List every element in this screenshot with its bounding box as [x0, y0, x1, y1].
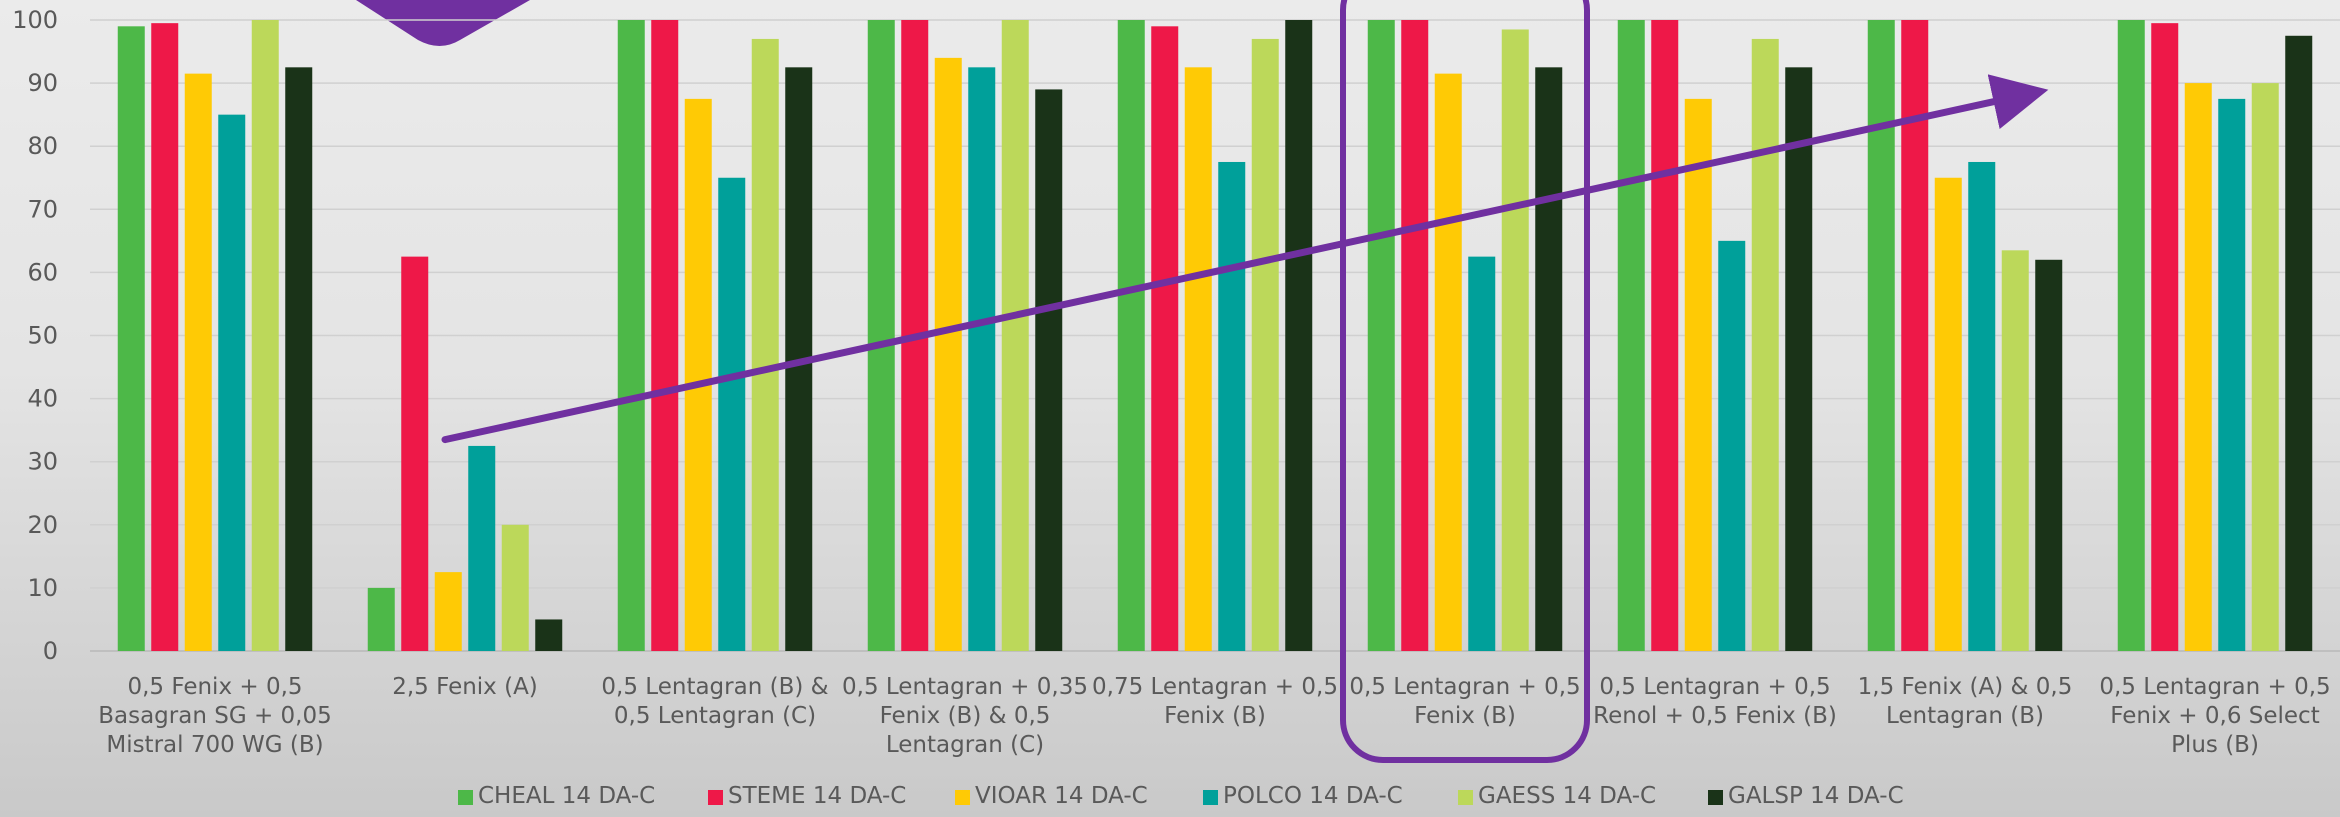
legend-label: GAESS 14 DA-C	[1478, 783, 1656, 809]
bar	[151, 23, 179, 651]
bar	[2117, 20, 2145, 651]
bar	[1001, 20, 1029, 651]
bar	[1934, 177, 1962, 651]
bar	[934, 57, 962, 652]
bar	[1401, 20, 1429, 651]
bar	[751, 38, 779, 652]
bar	[617, 20, 645, 651]
bar	[218, 114, 246, 651]
x-category-label: 0,5 Lentagran + 0,5 Fenix + 0,6 Select Plu…	[2099, 674, 2330, 758]
bar	[401, 256, 429, 651]
bar	[2151, 23, 2179, 651]
bar	[1785, 67, 1813, 651]
bar	[2285, 35, 2313, 651]
bar	[1867, 20, 1895, 651]
bar	[1434, 73, 1462, 651]
legend-label: GALSP 14 DA-C	[1728, 783, 1904, 809]
bar	[2184, 83, 2212, 652]
bar	[117, 26, 145, 652]
x-category-label: 0,5 Lentagran + 0,5 Fenix (B)	[1349, 674, 1580, 729]
legend-label: CHEAL 14 DA-C	[478, 783, 655, 809]
y-tick-label: 20	[27, 511, 58, 539]
bar	[718, 177, 746, 651]
legend-swatch	[708, 790, 723, 805]
y-tick-label: 30	[27, 448, 58, 476]
bar	[501, 524, 529, 651]
y-tick-label: 60	[27, 258, 58, 286]
bar	[1468, 256, 1496, 651]
x-category-label: 1,5 Fenix (A) & 0,5 Lentagran (B)	[1858, 674, 2073, 729]
bar	[1617, 20, 1645, 651]
y-tick-label: 70	[27, 195, 58, 223]
legend-swatch	[1708, 790, 1723, 805]
bar	[2218, 98, 2246, 651]
bar	[2251, 83, 2279, 652]
y-tick-label: 90	[27, 69, 58, 97]
y-tick-label: 40	[27, 385, 58, 413]
legend-label: VIOAR 14 DA-C	[975, 783, 1148, 809]
legend-swatch	[955, 790, 970, 805]
bar	[968, 67, 996, 651]
bar	[367, 587, 395, 651]
legend-swatch	[458, 790, 473, 805]
y-tick-label: 10	[27, 574, 58, 602]
bar	[684, 98, 712, 651]
legend-swatch	[1458, 790, 1473, 805]
x-category-label: 0,5 Lentagran (B) & 0,5 Lentagran (C)	[601, 674, 828, 729]
bar	[1184, 67, 1212, 651]
x-category-label: 0,5 Lentagran + 0,5 Renol + 0,5 Fenix (B)	[1593, 674, 1837, 729]
x-category-label: 0,5 Lentagran + 0,35 Fenix (B) & 0,5 Lenta…	[842, 674, 1088, 758]
bar	[2001, 250, 2029, 651]
bar	[285, 67, 313, 651]
bar	[1285, 20, 1313, 651]
bar	[867, 20, 895, 651]
bar	[1151, 26, 1179, 652]
bar	[251, 20, 279, 651]
bar	[1251, 38, 1279, 652]
bar	[1901, 20, 1929, 651]
bar	[1035, 89, 1063, 651]
bar	[1501, 29, 1529, 651]
y-tick-label: 0	[43, 637, 58, 665]
highlight-box	[1340, 0, 1590, 763]
bar	[1718, 240, 1746, 651]
bar	[1651, 20, 1679, 651]
bar	[1218, 161, 1246, 651]
trend-arrow	[441, 74, 2049, 444]
legend-swatch	[1203, 790, 1218, 805]
y-tick-label: 50	[27, 322, 58, 350]
y-tick-label: 100	[12, 6, 58, 34]
x-category-label: 0,5 Fenix + 0,5 Basagran SG + 0,05 Mistral…	[98, 674, 332, 758]
bar	[535, 619, 563, 651]
bar	[434, 572, 462, 651]
bar	[2035, 259, 2063, 651]
x-category-label: 0,75 Lentagran + 0,5 Fenix (B)	[1092, 674, 1338, 729]
x-category-label: 2,5 Fenix (A)	[392, 674, 538, 700]
bar	[1968, 161, 1996, 651]
bar	[1117, 20, 1145, 651]
bar	[1535, 67, 1563, 651]
bar	[1751, 38, 1779, 652]
decorative-badge-shape	[356, 0, 530, 46]
bar	[184, 73, 212, 651]
y-tick-label: 80	[27, 132, 58, 160]
legend-label: POLCO 14 DA-C	[1223, 783, 1403, 809]
legend-label: STEME 14 DA-C	[728, 783, 906, 809]
bar	[468, 445, 496, 651]
bar	[651, 20, 679, 651]
bar	[1367, 20, 1395, 651]
bar	[1684, 98, 1712, 651]
